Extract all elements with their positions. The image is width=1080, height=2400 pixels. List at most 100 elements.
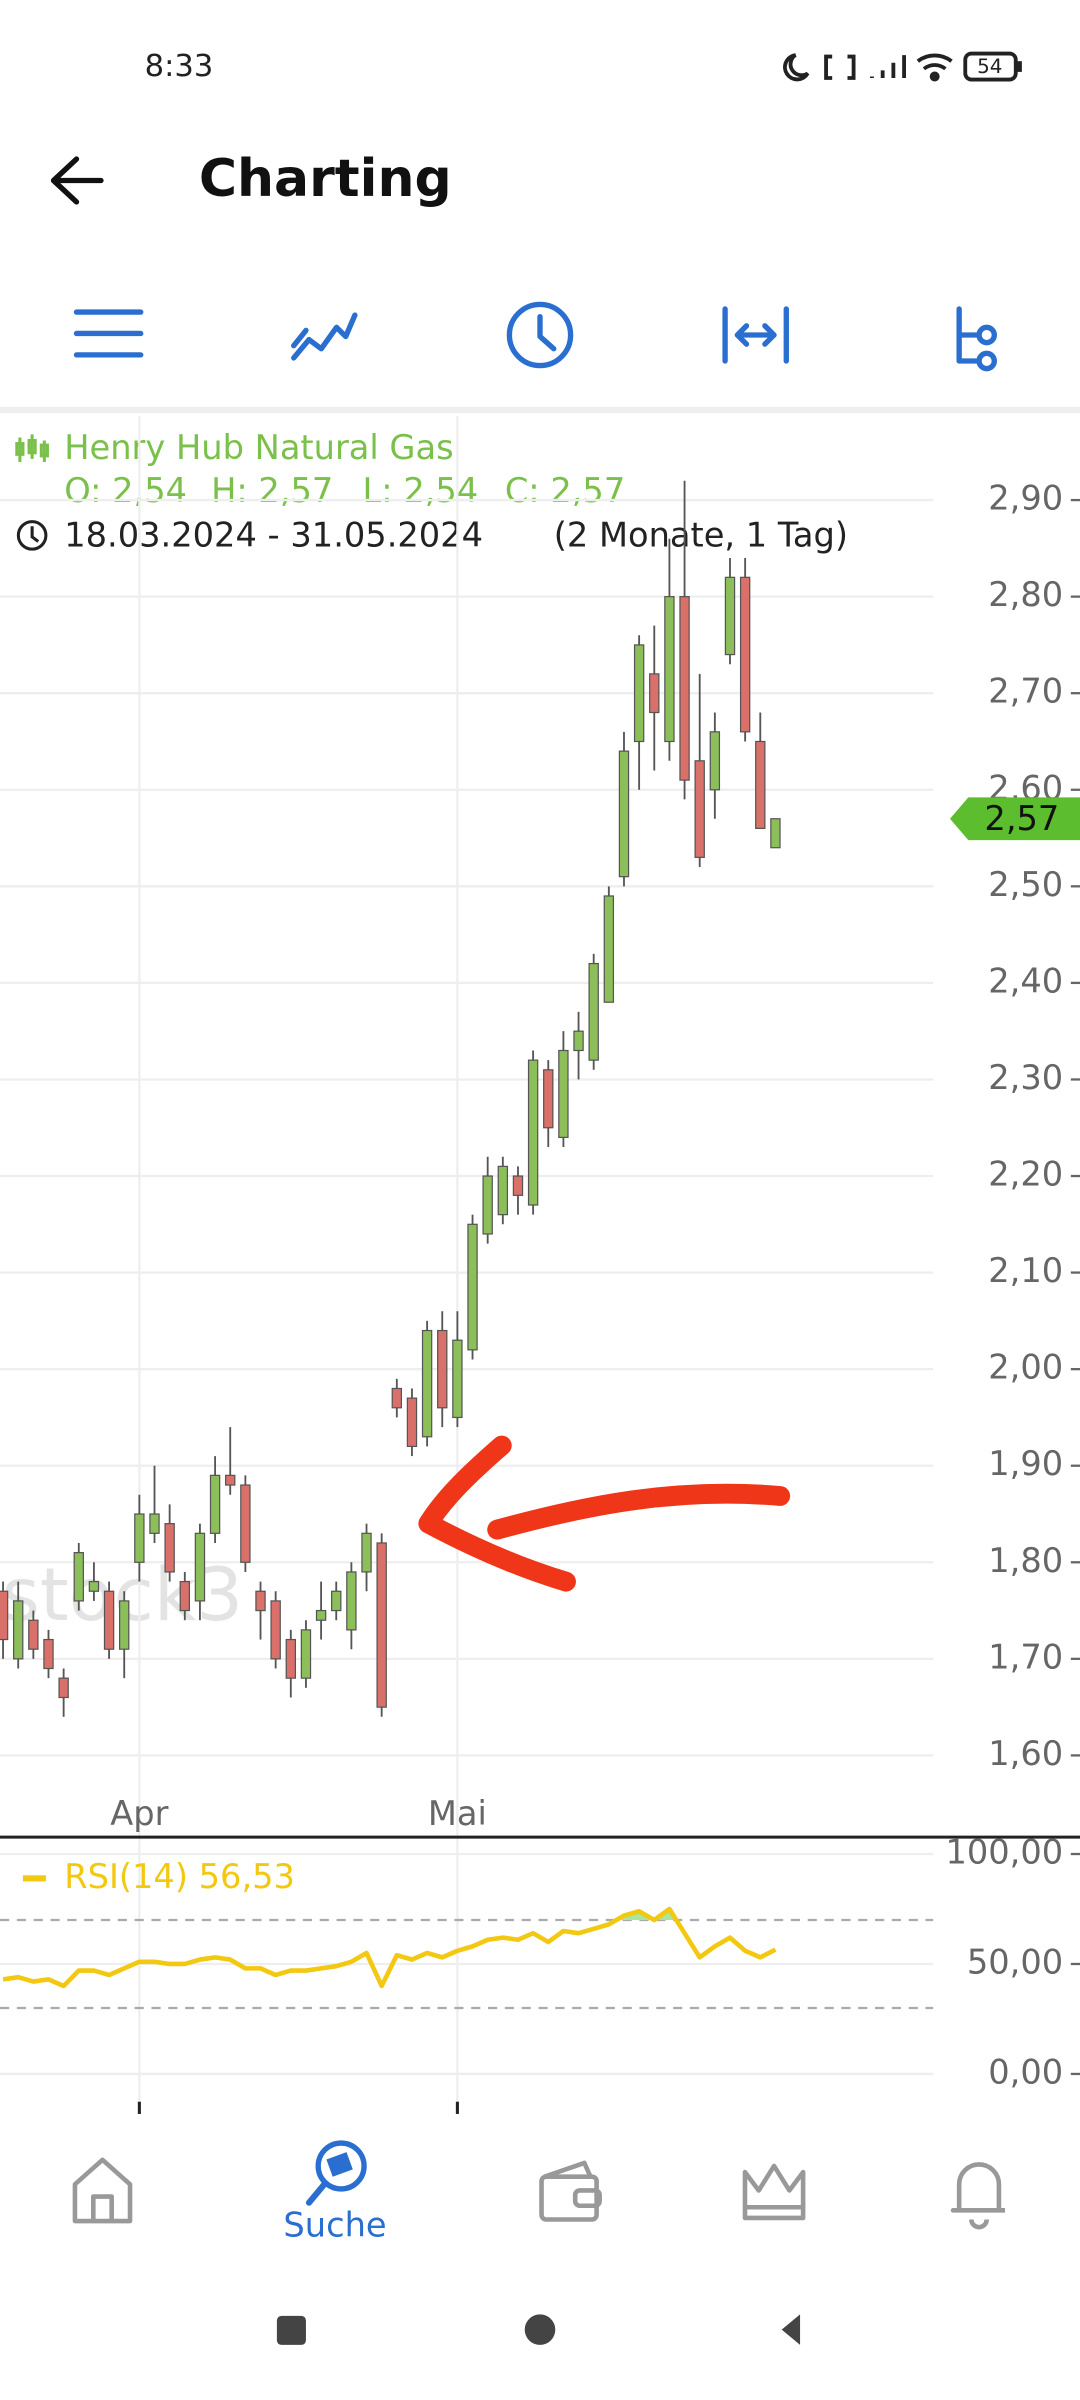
ohlc-value: L: 2,54	[363, 471, 479, 510]
y-tick-label: 1,70	[988, 1637, 1063, 1676]
rsi-legend: RSI(14) 56,53	[64, 1857, 295, 1896]
candle-body	[573, 1030, 584, 1052]
page-title: Charting	[199, 149, 452, 209]
candle-body	[709, 731, 721, 791]
y-tick-label: 0,00	[988, 2052, 1063, 2091]
y-tick-label: 2,50	[988, 865, 1063, 904]
ohlc-value: O: 2,54	[64, 471, 187, 510]
candle-body	[376, 1542, 387, 1708]
candle-body	[0, 1590, 9, 1641]
candle-body	[558, 1049, 569, 1139]
menu-icon[interactable]	[73, 309, 144, 358]
candle-body	[633, 644, 645, 743]
candle-body	[391, 1387, 403, 1409]
candle-body	[346, 1571, 357, 1631]
range-icon[interactable]	[722, 306, 789, 364]
candle-body	[739, 576, 751, 733]
back-nav-button[interactable]	[781, 2314, 801, 2345]
ohlc-value: C: 2,57	[505, 471, 625, 510]
toolbar-divider	[0, 406, 1080, 414]
y-tick-label: 1,60	[988, 1734, 1063, 1773]
battery-level: 54	[977, 55, 1002, 78]
candle-body	[300, 1629, 312, 1679]
interval-icon[interactable]	[506, 301, 574, 369]
candle-body	[543, 1069, 554, 1129]
candle-body	[603, 895, 615, 1003]
rsi-line	[2, 1906, 777, 1989]
candle-body	[497, 1165, 509, 1216]
candle-body	[421, 1329, 433, 1438]
candle-body	[679, 596, 690, 781]
candle-body	[58, 1677, 69, 1699]
candle-body	[119, 1600, 130, 1650]
candle-body	[225, 1474, 236, 1486]
y-tick-label: 2,80	[988, 575, 1063, 614]
y-tick-label: 1,80	[988, 1541, 1063, 1580]
y-tick-label: 2,00	[988, 1348, 1063, 1387]
candle-body	[482, 1175, 493, 1235]
candle-body	[618, 750, 630, 878]
rsi-legend-swatch	[22, 1875, 46, 1882]
indicator-icon[interactable]	[956, 306, 998, 372]
alerts-tab[interactable]	[950, 2162, 1006, 2230]
candle-body	[43, 1638, 54, 1670]
candle-body	[255, 1590, 266, 1612]
candle-body	[240, 1484, 251, 1563]
candle-body	[73, 1552, 84, 1602]
candle-body	[331, 1590, 342, 1612]
date-range: 18.03.2024 - 31.05.2024	[64, 515, 483, 554]
candle-body	[649, 673, 660, 714]
chart-type-icon[interactable]	[291, 312, 358, 361]
back-button[interactable]	[50, 156, 104, 205]
candle-body	[209, 1474, 221, 1534]
y-tick-label: 2,20	[988, 1155, 1063, 1194]
candle-body	[770, 818, 781, 849]
candle-body	[194, 1532, 206, 1602]
status-time: 8:33	[145, 49, 214, 84]
clock-icon	[16, 520, 48, 551]
search-label: Suche	[283, 2206, 386, 2245]
y-tick-label: 2,10	[988, 1251, 1063, 1290]
portfolio-tab[interactable]	[742, 2163, 806, 2221]
status-icons	[783, 51, 1022, 82]
date-duration: (2 Monate, 1 Tag)	[554, 515, 848, 554]
candle-body	[315, 1609, 327, 1621]
candle-body	[664, 596, 675, 743]
x-tick-label: Apr	[110, 1794, 168, 1833]
x-tick-label: Mai	[428, 1794, 487, 1833]
candle-body	[28, 1619, 39, 1650]
y-tick-label: 2,90	[988, 479, 1063, 518]
candle-body	[103, 1590, 115, 1650]
y-tick-label: 2,70	[988, 672, 1063, 711]
charts: 1,60 1,70 1,80 1,90 2,00 2,10 2,20 2,30 2,40 2,50…	[0, 416, 1080, 2114]
home-button[interactable]	[524, 2314, 556, 2345]
candle-icon	[15, 434, 49, 462]
candle-body	[179, 1580, 190, 1612]
candle-body	[134, 1513, 145, 1563]
y-tick-label: 1,90	[988, 1444, 1063, 1483]
candle-body	[755, 740, 766, 830]
candle-body	[361, 1532, 372, 1573]
candle-body	[270, 1600, 281, 1660]
candle-body	[437, 1329, 448, 1409]
recents-button[interactable]	[276, 2315, 306, 2345]
candle-body	[406, 1397, 418, 1448]
home-tab[interactable]	[72, 2157, 133, 2224]
candle-body	[285, 1638, 297, 1679]
candle-body	[724, 576, 736, 656]
y-tick-label: 50,00	[967, 1942, 1063, 1981]
candle-body	[588, 962, 599, 1061]
y-tick-label: 100,00	[945, 1833, 1063, 1872]
y-tick-label: 2,40	[988, 961, 1063, 1000]
candle-body	[512, 1175, 524, 1196]
search-tab[interactable]: Suche	[283, 2140, 387, 2245]
wallet-tab[interactable]	[539, 2160, 602, 2222]
candle-body	[694, 760, 705, 858]
last-price-tag	[949, 797, 1080, 841]
candle-body	[527, 1059, 539, 1206]
candle-body	[452, 1339, 463, 1419]
ohlc-readout: O: 2,54 H: 2,57 L: 2,54 C: 2,57	[64, 471, 625, 510]
